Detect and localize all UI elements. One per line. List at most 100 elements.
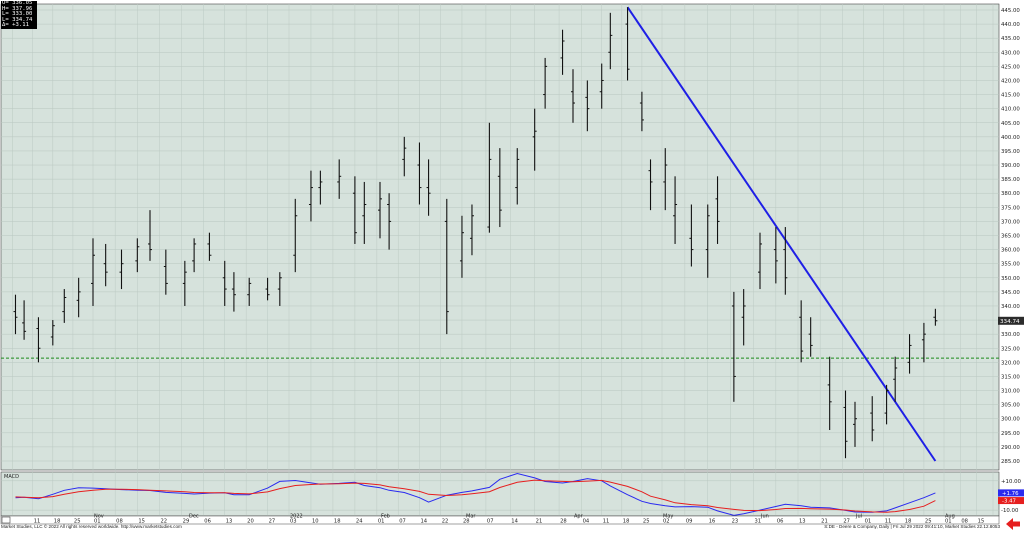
ohlc-bar: [459, 215, 464, 278]
price-tick-label: 445.00: [1001, 8, 1020, 14]
ohlc-bar: [648, 159, 653, 211]
ohlc-high: H= 337.96: [2, 5, 33, 12]
date-tick-label: 22: [161, 518, 168, 524]
date-tick-label: 01: [865, 518, 872, 524]
ohlc-bar: [378, 181, 382, 239]
price-tick-label: 425.00: [1001, 64, 1020, 70]
date-tick-label: 01: [378, 518, 385, 524]
date-tick-label: 27: [843, 518, 850, 524]
price-tick-label: 380.00: [1001, 191, 1020, 197]
month-label: Aug: [945, 514, 955, 520]
price-tick-label: 295.00: [1001, 431, 1020, 437]
ohlc-bar: [808, 317, 813, 357]
price-tick-label: 440.00: [1001, 22, 1020, 28]
arrow-left-icon[interactable]: [1006, 518, 1020, 530]
ohlc-bar: [182, 260, 187, 306]
price-tick-label: 395.00: [1001, 149, 1020, 155]
ohlc-open: O= 336.05: [2, 0, 33, 6]
ohlc-bar: [853, 401, 857, 447]
ohlc-bar: [893, 356, 898, 402]
ohlc-bar: [222, 260, 227, 306]
macd-axis: +10.00 +1.76 -3.47 -10.00: [1, 479, 1024, 514]
ohlc-bar: [22, 300, 27, 340]
date-tick-label: 16: [709, 518, 716, 524]
ohlc-bar: [515, 148, 520, 205]
macd-value-tag: [998, 489, 1024, 497]
ohlc-bar: [599, 63, 604, 109]
price-tick-label: 430.00: [1001, 50, 1020, 56]
date-tick-label: 28: [560, 518, 567, 524]
date-tick-label: 18: [54, 518, 61, 524]
macd-macd-line: [15, 472, 936, 516]
macd-tick-label: -10.00: [1001, 508, 1019, 514]
date-axis: [0, 515, 1000, 525]
ohlc-bar: [207, 232, 212, 261]
macd-value-tag: [998, 497, 1024, 505]
date-tick-label: 08: [961, 518, 968, 524]
ohlc-bar: [293, 198, 298, 273]
ohlc-bar: [318, 170, 323, 205]
ohlc-bar: [639, 91, 644, 132]
date-tick-label: 14: [420, 518, 427, 524]
date-tick-label: 08: [116, 518, 123, 524]
date-tick-label: 09: [686, 518, 693, 524]
ohlc-bar: [843, 390, 848, 459]
date-tick-label: 07: [487, 518, 494, 524]
month-label: Mar: [466, 514, 476, 520]
price-axis: 445.00 440.00 435.00 430.00 425.00 420.00 415.…: [1001, 8, 1020, 465]
ohlc-bar: [469, 204, 474, 256]
ohlc-bar: [247, 277, 252, 306]
month-label: Feb: [381, 514, 390, 520]
date-tick-label: 01: [945, 518, 952, 524]
price-bars: [13, 7, 938, 459]
ohlc-bar: [543, 57, 548, 109]
price-tick-label: 420.00: [1001, 78, 1020, 84]
ohlc-bar: [758, 232, 762, 290]
ohlc-bar: [870, 396, 875, 442]
month-label: Jun: [760, 514, 769, 520]
price-tick-label: 345.00: [1001, 290, 1020, 296]
date-tick-label: 25: [643, 518, 650, 524]
ohlc-bar: [673, 176, 678, 244]
symbol-footer: S:DE - Deere & Company, Daily | Fri Jul …: [824, 524, 1000, 529]
date-tick-label: 18: [334, 518, 341, 524]
date-tick-label: 18: [623, 518, 630, 524]
date-tick-label: 10: [312, 518, 319, 524]
last-price-tag: [998, 316, 1024, 325]
ohlc-bar: [402, 136, 407, 177]
month-label: Dec: [189, 514, 199, 520]
month-label: Jul: [855, 514, 862, 520]
price-tick-label: 360.00: [1001, 248, 1020, 254]
month-label: May: [663, 514, 673, 520]
date-tick-label: 15: [978, 518, 985, 524]
ohlc-bar: [36, 317, 41, 363]
date-tick-label: 06: [777, 518, 784, 524]
date-tick-label: 06: [204, 518, 211, 524]
ohlc-bar: [715, 176, 720, 244]
scroll-handle: [1, 516, 11, 524]
month-label: 2022: [290, 514, 303, 520]
date-tick-label: 07: [399, 518, 406, 524]
price-tick-label: 355.00: [1001, 262, 1020, 268]
ohlc-bar: [827, 356, 832, 430]
macd-signal-line: [15, 479, 936, 513]
ohlc-bar: [362, 181, 367, 244]
ohlc-bar: [119, 249, 124, 290]
price-tick-label: 385.00: [1001, 177, 1020, 183]
ohlc-readout: O= 336.05 H= 337.96 L= 333.00 L= 334.74 …: [1, 0, 37, 29]
ohlc-bar: [387, 193, 392, 250]
price-tick-label: 370.00: [1001, 219, 1020, 225]
price-tick-label: 365.00: [1001, 234, 1020, 240]
ohlc-bar: [135, 238, 140, 273]
date-tick-label: 28: [463, 518, 470, 524]
date-tick-label: 27: [269, 518, 276, 524]
ohlc-bar: [76, 277, 81, 318]
trendline: [626, 6, 937, 462]
ohlc-bar: [907, 334, 912, 374]
last-price-label: 334.74: [1000, 319, 1020, 325]
ohlc-bar: [487, 122, 492, 233]
ohlc-last: L= 334.74: [2, 16, 33, 23]
date-tick-label: 25: [925, 518, 932, 524]
date-tick-label: 22: [442, 518, 449, 524]
